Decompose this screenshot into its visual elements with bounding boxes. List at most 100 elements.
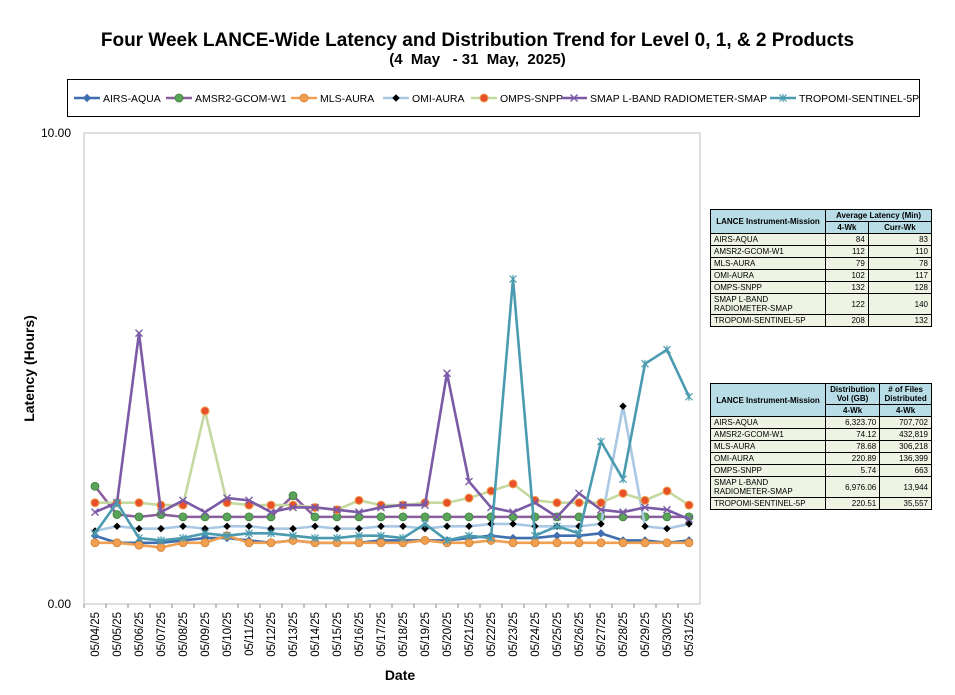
data-point-smap-l-band-radiometer-smap	[377, 503, 385, 512]
table-row: OMPS-SNPP 5.74 663	[710, 464, 932, 477]
x-tick-label: 05/10/25	[222, 612, 234, 657]
chart-title: Four Week LANCE-Wide Latency and Distrib…	[100, 30, 855, 51]
data-point-tropomi-sentinel-5p	[597, 437, 605, 446]
x-tick-label: 05/18/25	[398, 612, 410, 657]
row-value-a: 112	[825, 245, 869, 258]
y-tick-label: 0.00	[48, 597, 72, 611]
data-point-smap-l-band-radiometer-smap	[223, 494, 231, 503]
x-tick-label: 05/19/25	[420, 612, 432, 657]
row-value-b: 110	[867, 245, 933, 258]
x-tick-label: 05/25/25	[552, 612, 564, 657]
row-value-a: 5.74	[824, 464, 881, 477]
data-point-smap-l-band-radiometer-smap	[575, 489, 583, 498]
series-line-tropomi-sentinel-5p	[93, 277, 691, 542]
data-point-mls-aura	[464, 538, 474, 548]
data-point-tropomi-sentinel-5p	[289, 531, 297, 540]
y-axis-title: Latency (Hours)	[21, 315, 37, 422]
data-point-omi-aura	[465, 522, 473, 530]
series-line-omps-snpp	[95, 409, 690, 512]
x-tick-label: 05/07/25	[156, 612, 168, 657]
data-point-omps-snpp	[90, 498, 100, 508]
data-point-omi-aura	[663, 524, 671, 533]
data-point-omps-snpp	[684, 500, 694, 510]
data-point-smap-l-band-radiometer-smap	[333, 505, 341, 514]
x-tick-label: 05/20/25	[442, 612, 454, 657]
data-point-omi-aura	[509, 520, 517, 528]
legend-label-omi-aura: OMI-AURA	[412, 93, 465, 105]
data-point-tropomi-sentinel-5p	[421, 519, 429, 528]
row-value-a: 220.51	[824, 497, 881, 510]
row-value-b: 140	[867, 293, 933, 315]
row-value-b: 136,399	[879, 452, 932, 465]
data-point-omps-snpp	[662, 486, 672, 496]
data-point-omi-aura	[245, 522, 253, 530]
data-point-smap-l-band-radiometer-smap	[509, 508, 517, 517]
data-point-tropomi-sentinel-5p	[685, 392, 693, 401]
legend-label-smap-l-band-radiometer-smap: SMAP L-BAND RADIOMETER-SMAP	[590, 93, 767, 105]
legend-label-airs-aqua: AIRS-AQUA	[103, 93, 161, 105]
data-point-tropomi-sentinel-5p	[663, 345, 671, 354]
data-point-omps-snpp	[134, 498, 144, 508]
row-value-b: 35,557	[879, 497, 932, 510]
data-point-smap-l-band-radiometer-smap	[289, 503, 297, 512]
data-point-smap-l-band-radiometer-smap	[465, 477, 473, 486]
series-line-airs-aqua	[94, 532, 690, 545]
data-point-mls-aura	[354, 538, 364, 548]
x-tick-label: 05/12/25	[266, 612, 278, 657]
x-tick-label: 05/14/25	[310, 612, 322, 657]
data-point-omps-snpp	[618, 488, 628, 498]
row-value-a: 84	[825, 233, 869, 246]
latency-table: LANCE Instrument-Mission Average Latency…	[710, 209, 933, 327]
legend-marker-omps-snpp	[479, 93, 489, 103]
data-point-amsr2-gcom-w1	[420, 512, 430, 522]
data-point-tropomi-sentinel-5p	[91, 529, 99, 538]
x-tick-label: 05/17/25	[376, 612, 388, 657]
data-point-smap-l-band-radiometer-smap	[245, 496, 253, 505]
data-point-mls-aura	[112, 538, 122, 548]
x-tick-label: 05/04/25	[90, 612, 102, 657]
row-value-b: 83	[867, 233, 933, 246]
data-point-tropomi-sentinel-5p	[487, 534, 495, 543]
data-point-omi-aura	[641, 522, 649, 530]
data-point-amsr2-gcom-w1	[288, 491, 298, 501]
data-point-omi-aura	[113, 522, 121, 530]
data-point-mls-aura	[684, 538, 694, 548]
data-point-airs-aqua	[552, 531, 562, 540]
y-tick-label: 10.00	[41, 126, 71, 140]
data-point-smap-l-band-radiometer-smap	[685, 515, 693, 524]
data-point-mls-aura	[596, 538, 606, 548]
table-row: OMI-AURA 220.89 136,399	[710, 452, 932, 465]
table-row: OMPS-SNPP 132 128	[710, 281, 933, 294]
row-mission-name: OMPS-SNPP	[710, 464, 826, 477]
data-point-smap-l-band-radiometer-smap	[399, 501, 407, 510]
data-point-omi-aura	[377, 522, 385, 530]
data-point-tropomi-sentinel-5p	[531, 531, 539, 540]
row-mission-name: OMI-AURA	[710, 269, 826, 282]
data-point-omi-aura	[421, 524, 429, 533]
data-point-tropomi-sentinel-5p	[377, 531, 385, 540]
x-tick-label: 05/31/25	[684, 612, 696, 657]
row-value-a: 132	[825, 281, 869, 294]
data-point-smap-l-band-radiometer-smap	[443, 369, 451, 378]
series-line-mls-aura	[95, 534, 689, 549]
data-point-amsr2-gcom-w1	[442, 512, 452, 522]
x-tick-label: 05/24/25	[530, 612, 542, 657]
legend-box	[67, 79, 920, 117]
data-point-amsr2-gcom-w1	[398, 512, 408, 522]
table-row: AMSR2-GCOM-W1 112 110	[710, 245, 933, 258]
data-point-tropomi-sentinel-5p	[553, 522, 561, 531]
table-row: AIRS-AQUA 84 83	[710, 233, 933, 246]
data-point-amsr2-gcom-w1	[662, 512, 672, 522]
data-point-amsr2-gcom-w1	[310, 512, 320, 522]
data-point-tropomi-sentinel-5p	[311, 534, 319, 543]
x-tick-label: 05/22/25	[486, 612, 498, 657]
table-row: AIRS-AQUA 6,323.70 707,702	[710, 416, 932, 429]
legend-marker-airs-aqua	[82, 93, 92, 103]
table-row: MLS-AURA 79 78	[710, 257, 933, 270]
data-point-mls-aura	[90, 538, 100, 548]
table-row: SMAP L-BAND RADIOMETER-SMAP 6,976.06 13,94…	[710, 476, 932, 498]
data-point-smap-l-band-radiometer-smap	[421, 501, 429, 510]
row-mission-name: AIRS-AQUA	[710, 416, 826, 429]
data-point-omps-snpp	[354, 495, 364, 505]
table2-sub-vol-4wk: 4-Wk	[824, 404, 881, 417]
